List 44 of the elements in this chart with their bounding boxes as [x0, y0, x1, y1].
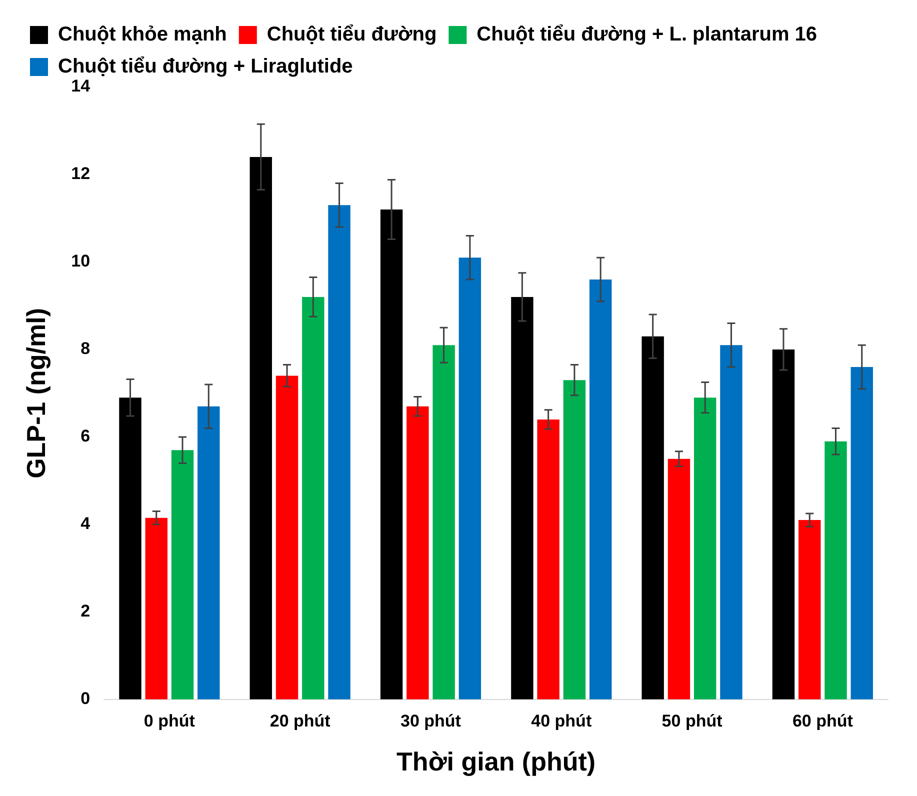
- bar: [798, 520, 821, 700]
- x-axis-title: Thời gian (phút): [396, 746, 596, 777]
- bar: [824, 441, 847, 700]
- y-tick-label: 6: [80, 426, 90, 446]
- bar: [668, 458, 690, 700]
- legend-label: Chuột tiểu đường: [266, 24, 437, 46]
- bar: [537, 419, 560, 700]
- bar: [563, 380, 586, 700]
- y-tick-label: 8: [80, 339, 90, 358]
- x-tick-label: 60 phút: [792, 711, 854, 730]
- bar: [328, 205, 350, 700]
- bar: [145, 518, 168, 700]
- bar: [380, 209, 403, 700]
- y-tick-label: 12: [71, 164, 90, 184]
- x-tick-label: 20 phút: [270, 711, 331, 730]
- bar: [850, 366, 873, 700]
- bar: [198, 406, 220, 700]
- bar: [250, 156, 272, 700]
- bar: [171, 450, 194, 700]
- bar: [720, 345, 742, 700]
- y-axis-title: GLP-1 (ng/ml): [20, 308, 51, 478]
- bar: [694, 398, 716, 700]
- y-tick-label: 2: [80, 602, 90, 621]
- y-tick-label: 10: [71, 252, 90, 271]
- legend-label: Chuột tiểu đường + Liraglutide: [58, 56, 353, 78]
- bar: [119, 398, 142, 700]
- bar: [589, 279, 612, 700]
- bar: [432, 345, 455, 700]
- y-tick-label: 14: [71, 76, 91, 96]
- bar: [276, 376, 298, 700]
- legend-label: Chuột khỏe mạnh: [58, 24, 227, 46]
- bar: [458, 258, 482, 700]
- x-tick-label: 50 phút: [662, 711, 723, 730]
- legend-label: Chuột tiểu đường + L. plantarum 16: [476, 24, 818, 46]
- bar: [772, 349, 795, 700]
- x-tick-label: 30 phút: [400, 711, 462, 730]
- bar: [406, 406, 429, 700]
- bar: [302, 296, 324, 700]
- bar: [642, 336, 664, 700]
- y-tick-label: 0: [80, 689, 90, 708]
- x-tick-label: 40 phút: [531, 711, 592, 730]
- y-tick-label: 4: [80, 514, 91, 534]
- x-tick-label: 0 phút: [144, 711, 196, 730]
- bar: [511, 296, 534, 700]
